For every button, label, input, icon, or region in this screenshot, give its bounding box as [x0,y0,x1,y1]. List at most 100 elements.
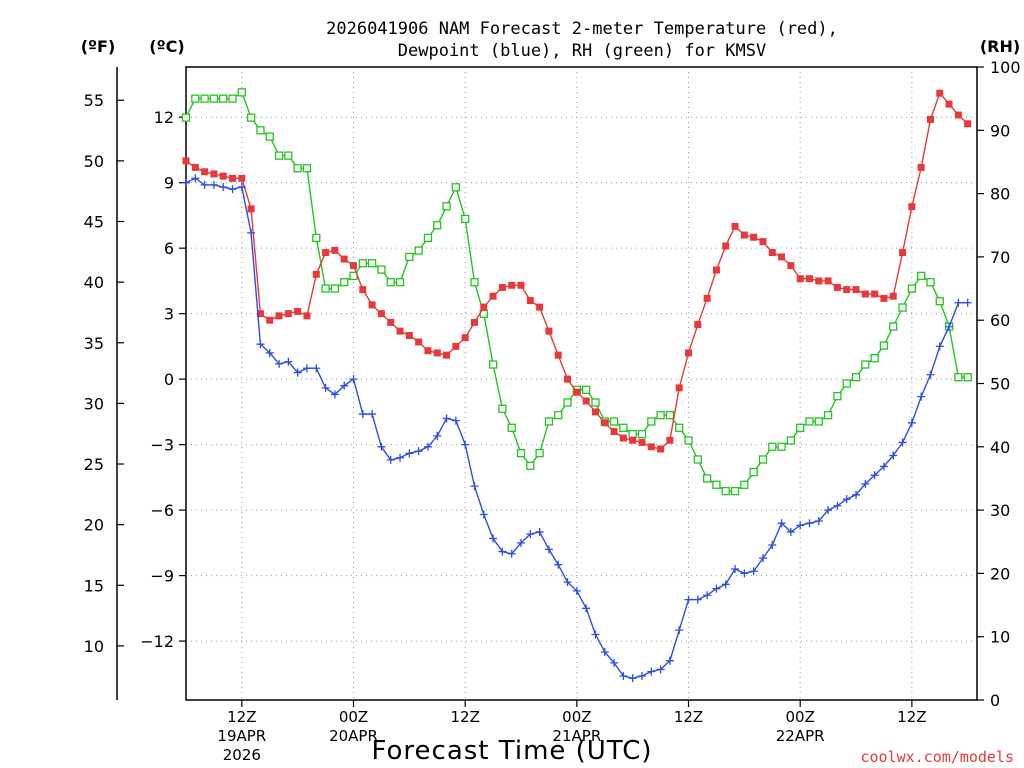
temperature-point [796,275,804,283]
rh-point [516,448,526,458]
temperature-point [629,436,637,444]
rh-point [721,486,730,496]
dewpoint-point [461,440,470,449]
temperature-point [759,238,767,246]
temperature-point [498,283,506,291]
rh-point [917,271,926,281]
temperature-point [294,307,302,315]
rh-point [609,417,619,426]
temperature-point [247,205,255,213]
dewpoint-point [219,183,228,192]
temperature-point [554,351,562,359]
dewpoint-point [572,586,581,595]
temperature-point [331,246,339,254]
temperature-point [517,281,525,289]
rh-point [861,360,870,369]
celsius-tick-label: 3 [164,305,174,324]
temperature-point [284,310,292,318]
rh-point [777,442,786,451]
fahrenheit-tick-label: 15 [84,576,104,595]
dewpoint-point [712,584,721,593]
dewpoint-point [507,549,516,558]
temperature-point [871,290,879,298]
rh-point [191,94,200,103]
dewpoint-point [768,541,777,550]
dewpoint-point [721,580,730,589]
temperature-point [805,275,813,283]
rh-point [498,404,507,413]
chart-title: 2026041906 NAM Forecast 2-meter Temperat… [326,19,838,39]
temperature-point [731,222,739,230]
rh-point [554,410,563,420]
tick-labels: 129630−3−6−9−125550454035302520151010090… [84,58,1021,764]
dewpoint-point [312,364,321,373]
dewpoint-point [684,595,693,604]
rh-point [926,278,935,287]
rh-point [358,259,367,268]
dewpoint-point [209,180,218,189]
temperature-point [601,419,609,427]
x-tick-date: 21APR [552,727,601,745]
celsius-tick-label: −12 [140,632,174,651]
rh-tick-label: 10 [990,628,1010,647]
rh-point [768,442,777,451]
x-tick-date: 20APR [329,727,378,745]
temperature-point [787,262,795,270]
dewpoint-point [740,569,749,578]
rh-point [805,417,814,426]
rh-point [619,423,628,432]
temperature-point [619,434,627,442]
rh-point [488,360,498,369]
temperature-point [405,331,413,339]
rh-point [312,233,321,243]
temperature-point [936,89,944,97]
rh-point [367,259,377,268]
dewpoint-point [619,671,628,680]
dewpoint-point [610,658,619,667]
rh-point [237,88,246,97]
site-credit: coolwx.com/models [860,748,1014,766]
rh-point [879,341,889,350]
rh-tick-label: 50 [990,375,1010,394]
rh-point [405,252,414,262]
rh-tick-label: 60 [990,311,1010,330]
dewpoint-point [833,501,842,510]
dewpoint-point [340,381,349,390]
temperature-point [238,174,246,182]
temperature-point [350,262,358,270]
rh-point [563,398,572,407]
dewpoint-point [898,438,907,447]
dewpoint-point [591,630,600,639]
x-tick-label: 00Z [786,708,815,726]
temperature-point [647,443,655,451]
dewpoint-point [200,180,209,189]
rh-point [647,417,656,426]
dewpoint-point [749,567,758,576]
temperature-point [461,334,469,342]
rh-point [302,164,312,173]
dewpoint-point [814,517,823,526]
rh-point [665,410,675,420]
fahrenheit-tick-label: 50 [84,152,104,171]
rh-point [898,303,907,312]
temperature-point [536,303,544,311]
dewpoint-point [265,348,274,357]
rh-point [293,164,302,173]
x-tick-label: 00Z [339,708,368,726]
temperature-point [880,294,888,302]
rh-point [442,202,451,211]
rh-point [814,417,823,426]
dewpoint-point [256,340,265,349]
dewpoint-point [442,414,451,423]
rh-point [377,265,386,274]
dewpoint-point [907,418,916,427]
temperature-point [657,445,665,453]
dewpoint-point [182,178,190,187]
x-tick-label: 12Z [450,708,479,726]
temperature-point [396,327,404,335]
dewpoint-point [675,626,684,635]
rh-point [842,379,851,388]
rh-tick-label: 80 [990,185,1010,204]
dewpoint-point [786,527,795,536]
temperature-point [889,292,897,300]
